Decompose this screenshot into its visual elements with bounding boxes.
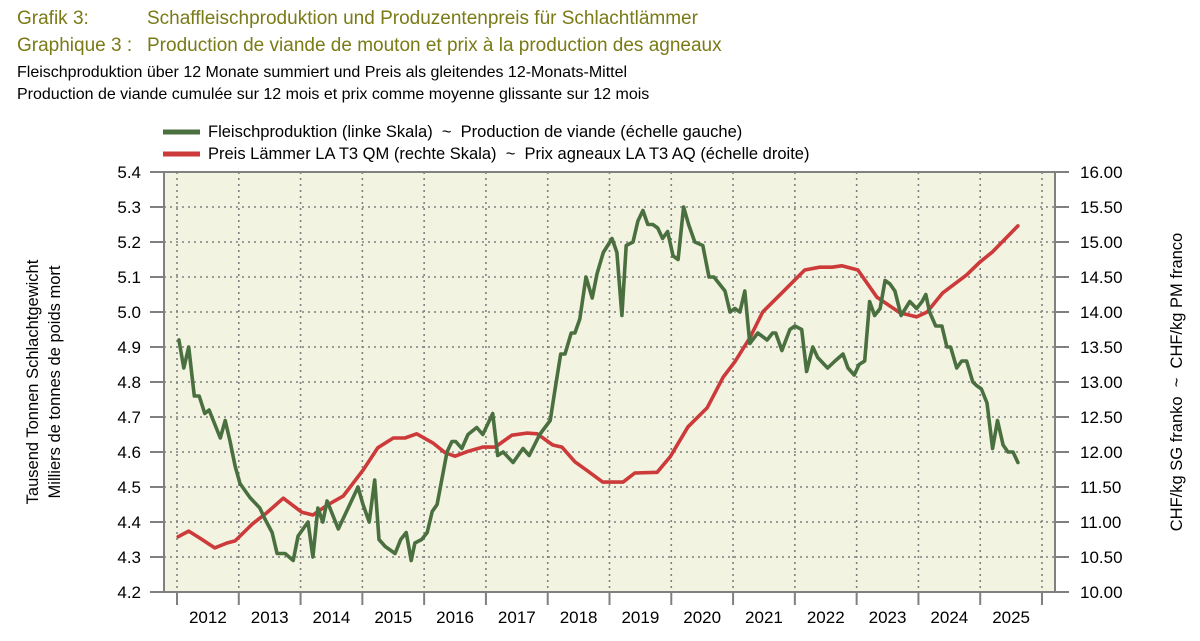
y-left-tick-label: 4.7 <box>117 408 141 427</box>
y-left-title-de: Tausend Tonnen Schlachtgewicht <box>24 259 42 504</box>
subtitle-fr: Production de viande cumulée sur 12 mois… <box>17 86 649 103</box>
subtitle-de: Fleischproduktion über 12 Monate summier… <box>17 64 627 81</box>
legend: Fleischproduktion (linke Skala) ~ Produc… <box>163 123 809 163</box>
y-right-tick-label: 14.00 <box>1080 303 1123 322</box>
y-left-tick-label: 4.8 <box>117 373 141 392</box>
y-left-tick-label: 5.0 <box>117 303 141 322</box>
x-tick-label: 2023 <box>869 608 907 627</box>
y-left-tick-label: 4.4 <box>117 513 141 532</box>
x-tick-label: 2021 <box>745 608 783 627</box>
y-right-tick-label: 13.50 <box>1080 338 1123 357</box>
y-right-title: CHF/kg SG franko ~ CHF/kg PM franco <box>1168 233 1186 531</box>
chart-label-de: Grafik 3: <box>17 8 89 29</box>
grid <box>164 172 1055 592</box>
y-left-tick-label: 4.3 <box>117 548 141 567</box>
x-tick-label: 2016 <box>436 608 474 627</box>
y-right-tick-label: 14.50 <box>1080 268 1123 287</box>
chart-label-fr: Graphique 3 : <box>17 35 132 56</box>
y-right-tick-label: 12.00 <box>1080 443 1123 462</box>
y-right-tick-label: 16.00 <box>1080 163 1123 182</box>
x-tick-label: 2014 <box>313 608 351 627</box>
y-left-tick-label: 5.4 <box>117 163 141 182</box>
y-left-tick-label: 4.2 <box>117 583 141 602</box>
x-tick-label: 2015 <box>374 608 412 627</box>
legend-label-price: Preis Lämmer LA T3 QM (rechte Skala) ~ P… <box>208 145 809 163</box>
x-tick-label: 2012 <box>189 608 227 627</box>
y-left-title-fr: Milliers de tonnes de poids mort <box>46 265 64 498</box>
y-left-tick-label: 5.2 <box>117 233 141 252</box>
y-left-tick-label: 5.1 <box>117 268 141 287</box>
series-line-price <box>176 224 1020 550</box>
y-right-tick-label: 15.50 <box>1080 198 1123 217</box>
series-lines <box>176 205 1020 563</box>
y-right-tick-label: 13.00 <box>1080 373 1123 392</box>
x-tick-label: 2022 <box>807 608 845 627</box>
y-left-tick-label: 5.3 <box>117 198 141 217</box>
y-right-tick-label: 11.50 <box>1080 478 1121 497</box>
chart-title-fr: Production de viande de mouton et prix à… <box>147 35 722 56</box>
y-right-tick-label: 12.50 <box>1080 408 1123 427</box>
x-tick-label: 2025 <box>992 608 1030 627</box>
x-tick-label: 2017 <box>498 608 536 627</box>
x-tick-label: 2018 <box>560 608 598 627</box>
y-left-tick-label: 4.5 <box>117 478 141 497</box>
x-tick-label: 2024 <box>930 608 968 627</box>
y-right-tick-label: 10.50 <box>1080 548 1123 567</box>
chart-title-de: Schaffleischproduktion und Produzentenpr… <box>147 8 699 29</box>
x-tick-label: 2020 <box>683 608 721 627</box>
y-right-tick-label: 10.00 <box>1080 583 1123 602</box>
axes: 2012 2013 2014 2015 2016 2017 2018 2019 2020 2021… <box>117 163 1122 627</box>
y-right-tick-label: 11.00 <box>1080 513 1121 532</box>
y-left-tick-label: 4.9 <box>117 338 141 357</box>
legend-label-production: Fleischproduktion (linke Skala) ~ Produc… <box>208 123 742 141</box>
series-line-production <box>177 205 1020 563</box>
x-tick-label: 2019 <box>621 608 659 627</box>
y-right-tick-label: 15.00 <box>1080 233 1123 252</box>
y-left-tick-label: 4.6 <box>117 443 141 462</box>
x-tick-label: 2013 <box>251 608 289 627</box>
